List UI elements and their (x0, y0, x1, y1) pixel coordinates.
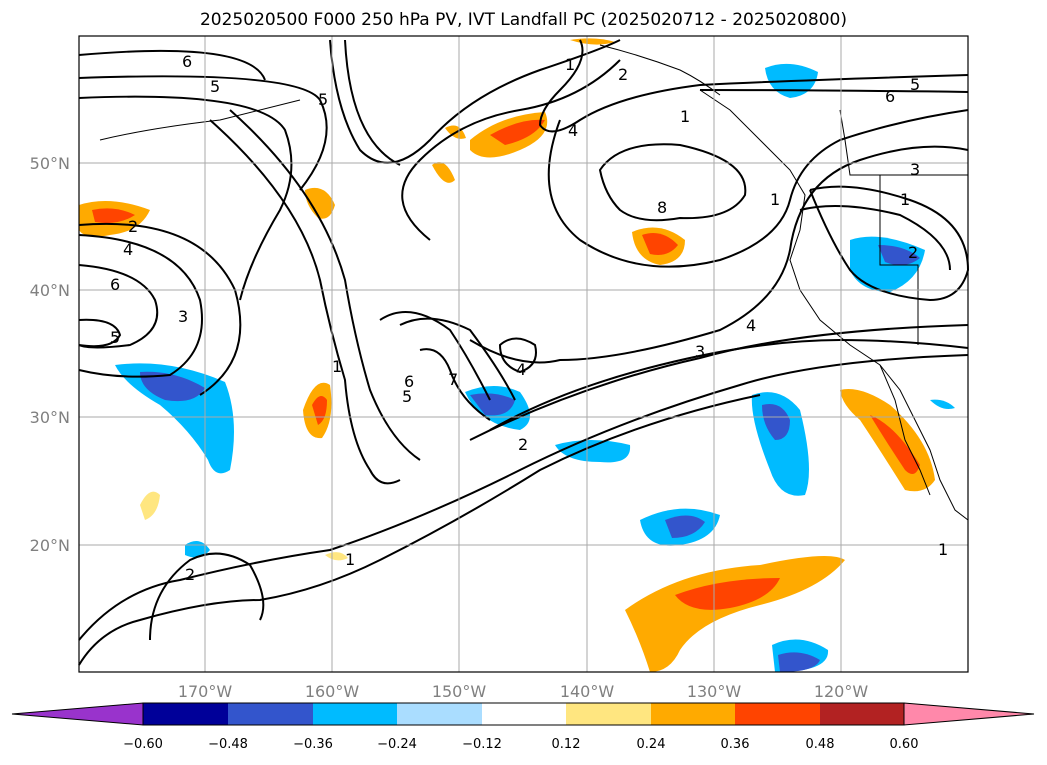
colorbar-bin (482, 703, 566, 725)
colorbar-bin (735, 703, 820, 725)
contour-label: 1 (332, 357, 342, 376)
contour-labels: 6 5 6 5 1 2 4 8 1 3 1 2 3 4 1 2 4 6 5 3 … (110, 52, 948, 584)
contour-label: 4 (123, 240, 133, 259)
colorbar-tick-label: −0.36 (293, 737, 333, 752)
colorbar-tick-label: −0.60 (123, 737, 163, 752)
colorbar-bin (397, 703, 482, 725)
lon-tick-label: 120°W (814, 682, 869, 701)
colorbar-bin (313, 703, 397, 725)
colorbar-tick-label: 0.36 (721, 737, 750, 752)
contour-label: 6 (110, 275, 120, 294)
lat-tick-label: 30°N (30, 408, 70, 427)
colorbar-tick-label: 0.48 (806, 737, 835, 752)
colorbar-bin (143, 703, 228, 725)
colorbar-tick-label: 0.12 (552, 737, 581, 752)
contour-label: 5 (402, 387, 412, 406)
contour-label: 2 (618, 65, 628, 84)
graticule (79, 36, 968, 672)
contour-label: 5 (318, 90, 328, 109)
colorbar-min-extend (11, 702, 144, 726)
contour-label: 4 (746, 316, 756, 335)
lon-tick-label: 170°W (178, 682, 233, 701)
contour-label: 1 (565, 55, 575, 74)
contour-label: 5 (210, 77, 220, 96)
contour-label: 1 (770, 190, 780, 209)
colorbar-tick-label: −0.24 (377, 737, 417, 752)
colorbar-tick-label: −0.48 (208, 737, 248, 752)
contour-label: 4 (516, 360, 526, 379)
contour-label: 1 (938, 540, 948, 559)
map-title: 2025020500 F000 250 hPa PV, IVT Landfall… (199, 10, 847, 30)
contour-label: 4 (568, 121, 578, 140)
coastlines (99, 44, 969, 521)
contour-label: 2 (908, 243, 918, 262)
contour-label: 3 (178, 307, 188, 326)
colorbar-bin (651, 703, 735, 725)
contour-label: 5 (110, 328, 120, 347)
lat-tick-label: 20°N (30, 536, 70, 555)
contour-label: 5 (910, 75, 920, 94)
lat-tick-labels: 20°N 30°N 40°N 50°N (30, 154, 70, 555)
contour-label: 1 (900, 190, 910, 209)
contour-label: 3 (695, 342, 705, 361)
pv-anomaly-fill (79, 38, 955, 672)
contour-label: 2 (518, 435, 528, 454)
contour-label: 7 (448, 370, 458, 389)
colorbar-max-extend (903, 702, 1035, 726)
lon-tick-label: 140°W (560, 682, 615, 701)
contour-label: 6 (182, 52, 192, 71)
colorbar-bin (228, 703, 313, 725)
colorbar-bin (566, 703, 651, 725)
colorbar-frame (142, 702, 905, 726)
contour-label: 1 (680, 107, 690, 126)
contour-label: 3 (910, 160, 920, 179)
colorbar: −0.60 −0.48 −0.36 −0.24 −0.12 0.12 0.24 … (11, 702, 1035, 752)
contour-label: 1 (345, 550, 355, 569)
contour-label: 2 (128, 217, 138, 236)
colorbar-tick-label: 0.60 (890, 737, 919, 752)
lat-tick-label: 50°N (30, 154, 70, 173)
contour-label: 8 (657, 198, 667, 217)
map-frame (78, 35, 969, 673)
colorbar-tick-label: −0.12 (462, 737, 502, 752)
contour-label: 6 (885, 87, 895, 106)
contour-label: 2 (185, 565, 195, 584)
lat-tick-label: 40°N (30, 281, 70, 300)
lon-tick-label: 130°W (687, 682, 742, 701)
colorbar-bin (820, 703, 904, 725)
lon-tick-label: 150°W (432, 682, 487, 701)
lon-tick-label: 160°W (305, 682, 360, 701)
lon-tick-labels: 170°W 160°W 150°W 140°W 130°W 120°W (178, 682, 869, 701)
colorbar-tick-label: 0.24 (637, 737, 666, 752)
contour-label: 6 (404, 372, 414, 391)
